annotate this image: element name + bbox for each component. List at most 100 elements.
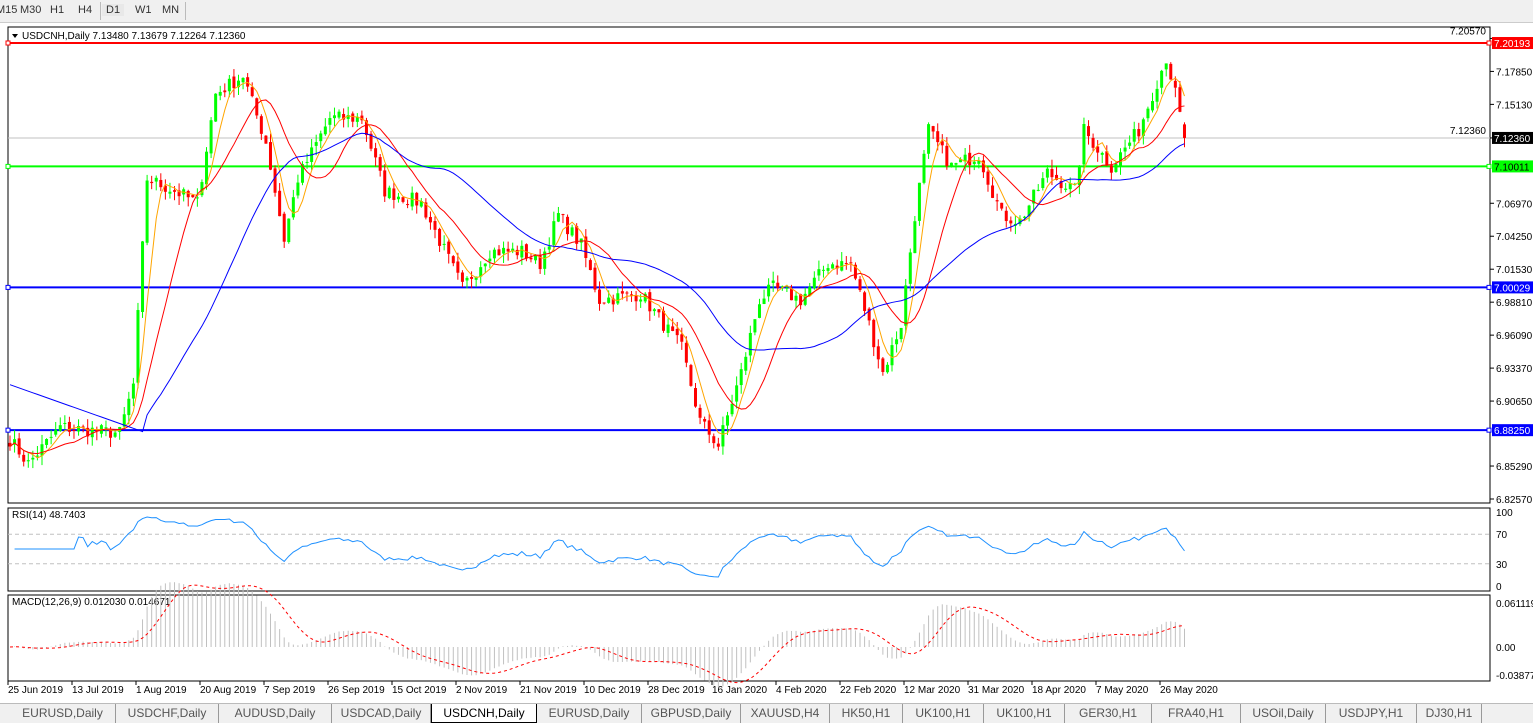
date-label: 20 Aug 2019 xyxy=(200,685,257,696)
candle-body xyxy=(13,439,17,445)
chart-area[interactable]: 7.20570 7.17850 7.15130 7.12360 7.06970 7.042… xyxy=(0,23,1533,703)
timeframe-m30[interactable]: M30 xyxy=(20,4,42,16)
line-handle[interactable] xyxy=(1486,163,1492,169)
line-handle[interactable] xyxy=(1486,284,1492,290)
candle-body xyxy=(675,328,679,336)
line-handle[interactable] xyxy=(1486,427,1492,433)
price-tick-label: 7.15130 xyxy=(1496,100,1533,111)
chart-tab[interactable]: USDCHF,Daily xyxy=(116,704,219,723)
chart-tabs: EURUSD,Daily USDCHF,Daily AUDUSD,Daily USDC… xyxy=(0,703,1533,723)
date-label: 28 Dec 2019 xyxy=(648,685,705,696)
line-handle[interactable] xyxy=(5,163,11,169)
candle-body xyxy=(639,299,643,302)
candle-body xyxy=(383,170,387,197)
candle-body xyxy=(396,196,400,200)
candle-body xyxy=(863,292,867,311)
candle-body xyxy=(424,202,428,218)
current-price-label: 7.12360 xyxy=(1494,134,1531,145)
candle-body xyxy=(611,298,615,305)
candle-body xyxy=(904,285,908,326)
candle-body xyxy=(575,226,579,244)
line-handle[interactable] xyxy=(5,284,11,290)
candle-body xyxy=(1027,205,1031,216)
candle-body xyxy=(168,191,172,194)
candle-body xyxy=(332,115,336,119)
chart-tab[interactable]: HK50,H1 xyxy=(830,704,903,723)
candle-body xyxy=(1119,152,1123,166)
line-handle[interactable] xyxy=(5,427,11,433)
level-price-badge xyxy=(1492,37,1533,50)
candle-body xyxy=(972,161,976,165)
candle-body xyxy=(460,272,464,282)
timeframe-h4[interactable]: H4 xyxy=(78,4,93,16)
price-chart[interactable]: 7.20570 7.17850 7.15130 7.12360 7.06970 7.042… xyxy=(0,23,1533,703)
candle-body xyxy=(634,295,638,302)
collapse-triangle-icon[interactable] xyxy=(12,34,18,38)
chart-tab[interactable]: USDJPY,H1 xyxy=(1326,704,1417,723)
price-tick-label: 7.04250 xyxy=(1496,232,1533,243)
date-label: 18 Apr 2020 xyxy=(1032,685,1086,696)
candle-body xyxy=(200,182,204,196)
candle-body xyxy=(497,249,501,256)
candle-body xyxy=(931,126,935,132)
timeframe-mn[interactable]: MN xyxy=(162,4,180,16)
candle-body xyxy=(163,185,167,192)
timeframe-m15[interactable]: M15 xyxy=(0,4,18,16)
candle-body xyxy=(67,421,71,432)
line-handle[interactable] xyxy=(1486,40,1492,46)
chart-tab[interactable]: USDCAD,Daily xyxy=(332,704,431,723)
chart-tab[interactable]: XAUUSD,H4 xyxy=(741,704,830,723)
timeframe-w1[interactable]: W1 xyxy=(135,4,152,16)
candle-body xyxy=(1164,63,1168,70)
candle-body xyxy=(305,161,309,163)
candle-body xyxy=(652,309,656,312)
chart-tab[interactable]: EURUSD,Daily xyxy=(10,704,116,723)
chart-tab[interactable]: EURUSD,Daily xyxy=(537,704,642,723)
candle-body xyxy=(1141,119,1145,136)
symbol-info: USDCNH,Daily 7.13480 7.13679 7.12264 7.1… xyxy=(22,31,246,42)
candle-body xyxy=(945,145,949,167)
price-tick-label: 7.01530 xyxy=(1496,265,1533,276)
chart-tab[interactable]: USDCNH,Daily xyxy=(431,704,537,723)
candle-body xyxy=(291,197,295,218)
price-tick-label: 6.82570 xyxy=(1496,495,1533,506)
candle-body xyxy=(607,297,611,303)
candle-body xyxy=(268,142,272,170)
candle-body xyxy=(767,284,771,297)
candle-body xyxy=(849,262,853,264)
chart-tab[interactable]: UK100,H1 xyxy=(903,704,984,723)
candle-body xyxy=(392,188,396,200)
candle-body xyxy=(22,454,26,462)
candle-body xyxy=(588,260,592,270)
current-price-badge xyxy=(1492,131,1533,144)
chart-tab[interactable]: GBPUSD,Daily xyxy=(642,704,741,723)
candle-body xyxy=(780,286,784,288)
chart-tab[interactable]: USOil,Daily xyxy=(1241,704,1326,723)
candle-body xyxy=(255,98,259,116)
candle-body xyxy=(922,153,926,183)
candle-body xyxy=(1114,163,1118,172)
timeframe-h1[interactable]: H1 xyxy=(50,4,65,16)
chart-tab[interactable]: FRA40,H1 xyxy=(1152,704,1241,723)
candle-body xyxy=(1151,101,1154,111)
candle-body xyxy=(662,310,666,331)
chart-tab[interactable]: GER30,H1 xyxy=(1065,704,1152,723)
candle-body xyxy=(794,295,798,301)
candle-body xyxy=(844,263,848,265)
chart-tab[interactable]: UK100,H1 xyxy=(984,704,1065,723)
line-handle[interactable] xyxy=(5,40,11,46)
candle-body xyxy=(1182,124,1186,138)
candle-body xyxy=(1178,87,1182,112)
chart-tab[interactable]: AUDUSD,Daily xyxy=(219,704,332,723)
candle-body xyxy=(570,227,574,236)
candle-body xyxy=(278,190,282,217)
timeframe-d1[interactable]: D1 xyxy=(102,4,125,16)
candle-body xyxy=(867,308,871,321)
candle-body xyxy=(328,117,332,125)
chart-tab[interactable]: DJ30,H1 xyxy=(1417,704,1482,723)
candle-body xyxy=(648,292,652,312)
candle-body xyxy=(872,319,876,348)
candle-body xyxy=(1096,146,1100,153)
price-tick-label: 6.96090 xyxy=(1496,331,1533,342)
candle-body xyxy=(442,243,446,245)
